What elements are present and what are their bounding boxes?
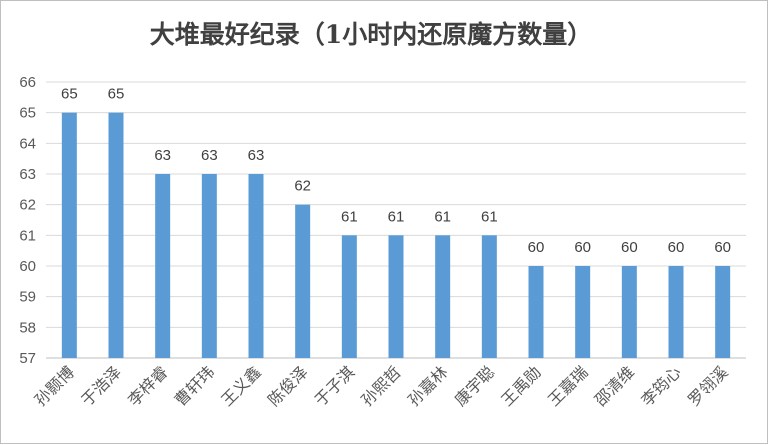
y-tick-label: 63: [19, 166, 36, 183]
y-tick-label: 57: [19, 350, 36, 367]
data-label: 63: [154, 147, 171, 164]
category-label: 孙颢博: [31, 362, 78, 409]
category-label: 曹轩玮: [171, 362, 218, 409]
data-label: 65: [108, 86, 125, 103]
category-label: 李梓睿: [124, 362, 171, 409]
y-tick-label: 66: [19, 74, 36, 91]
category-label: 陈俊泽: [264, 362, 311, 409]
category-label: 李筠心: [637, 362, 684, 409]
data-label: 60: [574, 239, 591, 256]
bar: [481, 235, 497, 358]
data-label: 60: [714, 239, 731, 256]
category-label: 邵清维: [591, 362, 638, 409]
data-label: 62: [294, 178, 311, 195]
category-label: 康宇聪: [451, 362, 498, 409]
category-label: 孙嘉林: [404, 362, 451, 409]
bar: [61, 112, 77, 359]
data-labels: 65 65 63 63 63 62 61 61 61 61 60 60 60 60 60: [61, 86, 731, 256]
y-tick-label: 59: [19, 289, 36, 306]
category-label: 于子淇: [311, 362, 358, 409]
y-tick-label: 62: [19, 197, 36, 214]
bars: [61, 112, 731, 359]
data-label: 65: [61, 86, 78, 103]
data-label: 61: [481, 208, 498, 225]
category-label: 孙熙哲: [357, 362, 404, 409]
data-label: 61: [434, 208, 451, 225]
bar: [295, 204, 311, 358]
bar: [715, 266, 731, 358]
bar: [201, 174, 217, 358]
y-tick-label: 65: [19, 105, 36, 122]
y-tick-label: 58: [19, 319, 36, 336]
bar: [155, 174, 171, 358]
data-label: 60: [621, 239, 638, 256]
bar: [388, 235, 404, 358]
category-label: 王嘉瑞: [544, 362, 591, 409]
data-label: 60: [528, 239, 545, 256]
data-label: 60: [668, 239, 685, 256]
category-label: 罗翎溪: [684, 362, 731, 409]
bar: [341, 235, 357, 358]
bar: [435, 235, 451, 358]
data-label: 63: [248, 147, 265, 164]
bar: [575, 266, 591, 358]
chart-title: 大堆最好纪录（1小时内还原魔方数量）: [150, 20, 592, 49]
category-label: 于浩泽: [77, 362, 124, 409]
category-label: 王禹勋: [497, 362, 544, 409]
data-label: 63: [201, 147, 218, 164]
bar: [528, 266, 544, 358]
y-axis-ticks: 57 58 59 60 61 62 63 64 65 66: [19, 74, 36, 367]
bar: [108, 112, 124, 359]
data-label: 61: [388, 208, 405, 225]
bar: [248, 174, 264, 358]
data-label: 61: [341, 208, 358, 225]
bar: [668, 266, 684, 358]
y-tick-label: 60: [19, 258, 36, 275]
category-label: 王义鑫: [217, 362, 264, 409]
x-axis-categories: 孙颢博 于浩泽 李梓睿 曹轩玮 王义鑫 陈俊泽 于子淇 孙熙哲 孙嘉林 康宇聪 王禹勋 王嘉瑞 邵清维李…: [31, 362, 732, 409]
y-tick-label: 61: [19, 227, 36, 244]
y-tick-label: 64: [19, 135, 36, 152]
bar: [621, 266, 637, 358]
